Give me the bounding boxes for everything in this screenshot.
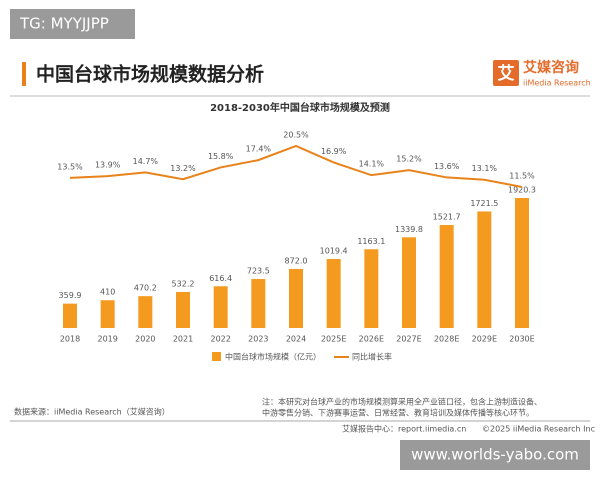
logo-mark: 艾 — [498, 63, 515, 84]
x-tick-label: 2025E — [321, 335, 346, 344]
data-label: 17.4% — [246, 145, 272, 154]
x-tick-label: 2026E — [359, 335, 384, 344]
x-tick-label: 2022 — [210, 335, 230, 344]
legend-label: 同比增长率 — [352, 352, 392, 362]
x-tick-label: 2021 — [173, 335, 193, 344]
data-label: 13.5% — [57, 162, 83, 171]
bar — [326, 258, 341, 328]
data-label: 1521.7 — [433, 212, 461, 221]
data-label: 723.5 — [247, 267, 270, 276]
bar — [364, 249, 379, 328]
footer-left: 艾媒报告中心：report.iimedia.cn — [342, 424, 466, 434]
legend-swatch-bar — [212, 352, 221, 361]
logo-sub: iiMedia Research — [523, 79, 591, 88]
bar — [251, 279, 266, 328]
x-tick-label: 2023 — [248, 335, 268, 344]
data-label: 15.8% — [208, 152, 234, 161]
watermark-box — [400, 440, 590, 470]
data-label: 616.4 — [209, 274, 232, 283]
data-label: 13.6% — [434, 162, 460, 171]
x-tick-label: 2019 — [97, 335, 117, 344]
data-label: 359.9 — [59, 291, 82, 300]
data-label: 1920.3 — [508, 186, 536, 195]
bar — [402, 237, 416, 328]
x-tick-label: 2018 — [60, 335, 80, 344]
legend-label: 中国台球市场规模（亿元） — [225, 352, 321, 362]
bar — [176, 291, 190, 328]
data-label: 20.5% — [283, 131, 309, 140]
logo-name: 艾媒咨询 — [523, 59, 579, 76]
bar — [515, 198, 529, 328]
data-label: 16.9% — [321, 147, 347, 156]
data-label: 532.2 — [172, 279, 195, 288]
data-label: 11.5% — [509, 172, 535, 181]
data-label: 470.2 — [134, 284, 157, 293]
x-tick-label: 2030E — [509, 335, 534, 344]
x-tick-label: 2029E — [472, 335, 497, 344]
x-tick-label: 2024 — [286, 335, 306, 344]
data-label: 1163.1 — [357, 237, 385, 246]
bar — [100, 300, 115, 328]
bar — [63, 303, 77, 328]
data-label: 1339.8 — [395, 225, 423, 234]
bar — [477, 211, 492, 328]
title-accent — [22, 62, 26, 86]
footer-right: ©2025 iiMedia Research Inc — [482, 425, 595, 434]
x-tick-label: 2028E — [434, 335, 459, 344]
data-label: 1721.5 — [470, 199, 498, 208]
data-label: 410 — [100, 288, 115, 297]
bar — [138, 296, 153, 328]
note-line: 注：本研究对台球产业的市场规模测算采用全产业链口径，包含上游制造设备、 — [262, 397, 542, 407]
note-line: 中游零售分销、下游赛事运营、日常经营、教育培训及媒体传播等核心环节。 — [262, 408, 534, 418]
x-tick-label: 2020 — [135, 335, 155, 344]
page-title: 中国台球市场规模数据分析 — [36, 63, 264, 86]
bar — [289, 268, 303, 328]
source: 数据来源：iiMedia Research（艾媒咨询） — [14, 407, 170, 417]
watermark-top: TG: MYYJJPP — [19, 15, 109, 33]
data-label: 14.7% — [133, 157, 159, 166]
chart-title: 2018-2030年中国台球市场规模及预测 — [210, 101, 390, 114]
watermark-box — [10, 9, 135, 39]
data-label: 13.1% — [472, 164, 498, 173]
growth-line — [69, 144, 523, 188]
watermark-bottom: www.worlds-yabo.com — [411, 446, 579, 464]
data-label: 15.2% — [396, 155, 422, 164]
logo-box — [493, 60, 519, 86]
bar — [213, 286, 228, 328]
data-label: 14.1% — [359, 160, 385, 169]
data-label: 872.0 — [285, 256, 308, 265]
x-tick-label: 2027E — [396, 335, 421, 344]
data-label: 13.2% — [170, 164, 196, 173]
data-label: 13.9% — [95, 161, 121, 170]
data-label: 1019.4 — [320, 246, 348, 255]
bar — [439, 224, 454, 328]
